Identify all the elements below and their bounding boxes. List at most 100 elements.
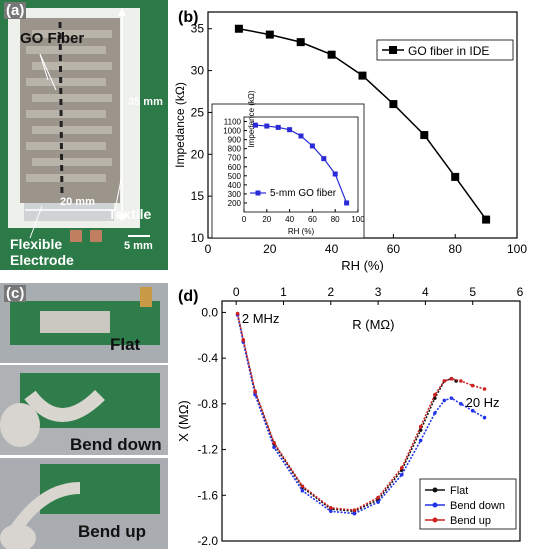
- b-data-point: [482, 215, 491, 224]
- d-data-point: [418, 424, 423, 429]
- inset-x-tick-label: 20: [262, 215, 271, 224]
- d-data-point: [442, 398, 447, 403]
- d-data-point: [482, 415, 487, 420]
- b-legend-marker: [389, 46, 397, 54]
- b-x-axis-label: RH (%): [341, 258, 384, 273]
- b-data-point: [265, 30, 274, 39]
- d-data-point: [449, 396, 454, 400]
- d-data-point: [433, 392, 437, 397]
- b-x-tick-label: 60: [387, 242, 401, 256]
- d-data-point: [418, 438, 423, 443]
- b-x-tick-label: 40: [325, 242, 339, 256]
- d-data-point: [459, 402, 463, 406]
- d-x-tick-label: 4: [422, 285, 429, 299]
- b-data-point: [358, 71, 367, 80]
- inset-y-tick-label: 500: [228, 172, 242, 181]
- d-data-point: [449, 376, 454, 381]
- b-x-tick-label: 100: [507, 242, 527, 256]
- d-y-tick-label: -1.6: [197, 488, 218, 502]
- d-data-point: [376, 495, 380, 500]
- d-data-point: [300, 484, 305, 488]
- b-y-tick-label: 30: [191, 64, 205, 78]
- b-y-axis-label: Impedance (kΩ): [173, 82, 187, 168]
- b-data-point: [451, 172, 460, 181]
- d-data-point: [253, 389, 257, 394]
- d-plot-frame: [221, 300, 521, 542]
- d-legend-label: Bend down: [450, 500, 505, 512]
- b-data-point: [296, 38, 305, 47]
- inset-data-point: [332, 171, 338, 177]
- d-data-point: [235, 311, 240, 316]
- d-data-point: [241, 338, 246, 342]
- bend-up-illustration: [0, 458, 168, 549]
- inset-legend-label: 5-mm GO fiber: [270, 188, 337, 199]
- d-data-point: [352, 508, 357, 512]
- inset-x-tick-label: 100: [351, 215, 365, 224]
- d-y-tick-label: -0.8: [197, 397, 218, 411]
- d-y-tick-label: -2.0: [197, 534, 218, 548]
- panel-c-photo-flat: (c) Flat: [0, 283, 168, 363]
- b-x-tick-label: 20: [263, 242, 277, 256]
- inset-data-point: [298, 133, 304, 139]
- d-x-tick-label: 6: [517, 285, 524, 299]
- bend-down-label: Bend down: [70, 435, 162, 454]
- inset-y-tick-label: 400: [228, 181, 242, 190]
- panel-c-photo-bend-down: Bend down: [0, 365, 168, 455]
- b-legend-label: GO fiber in IDE: [408, 44, 489, 58]
- d-data-point: [328, 509, 333, 514]
- bend-up-label: Bend up: [78, 522, 146, 541]
- d-data-point: [442, 379, 447, 383]
- inset-legend-marker: [255, 190, 261, 196]
- inset-data-point: [252, 122, 258, 128]
- d-data-point: [459, 379, 463, 383]
- b-y-tick-label: 25: [191, 105, 205, 119]
- d-data-point: [470, 383, 475, 388]
- inset-x-tick-label: 80: [331, 215, 340, 224]
- inset-data-point: [275, 124, 281, 130]
- b-y-tick-label: 35: [191, 22, 205, 36]
- d-y-tick-label: 0.0: [201, 305, 218, 319]
- d-x-tick-label: 3: [375, 285, 382, 299]
- panel-a-illustration: [0, 0, 168, 270]
- b-y-tick-label: 15: [191, 189, 205, 203]
- d-data-point: [470, 408, 475, 413]
- inset-x-tick-label: 0: [242, 215, 247, 224]
- annotation-20hz: 20 Hz: [466, 395, 500, 410]
- inset-y-tick-label: 800: [228, 145, 242, 154]
- panel-a-photo: (a) GO Fiber 35 mm 20 mm Textile Flexibl…: [0, 0, 168, 270]
- inset-x-axis-label: RH (%): [288, 227, 315, 236]
- d-series-line: [236, 314, 485, 515]
- inset-y-tick-label: 300: [228, 190, 242, 199]
- inset-y-tick-label: 600: [228, 163, 242, 172]
- inset-data-point: [309, 143, 315, 149]
- inset-y-tick-label: 200: [228, 199, 242, 208]
- d-legend-marker: [432, 517, 438, 523]
- b-data-point: [389, 100, 398, 109]
- d-y-tick-label: -0.4: [197, 351, 218, 365]
- inset-y-tick-label: 1000: [223, 127, 241, 136]
- d-data-point: [300, 488, 305, 493]
- panel-d-label: (d): [178, 288, 198, 305]
- inset-data-point: [287, 127, 293, 133]
- panel-c-photo-bend-up: Bend up: [0, 458, 168, 549]
- flat-illustration: [0, 283, 168, 363]
- inset-data-point: [264, 123, 270, 129]
- d-legend-label: Bend up: [450, 515, 491, 527]
- inset-y-tick-label: 1100: [224, 118, 242, 127]
- inset-plot-frame: [243, 116, 359, 213]
- b-y-tick-label: 20: [191, 147, 205, 161]
- d-x-tick-label: 1: [280, 285, 287, 299]
- d-series-line: [236, 313, 485, 511]
- d-data-point: [418, 428, 423, 432]
- b-legend-box: [376, 39, 514, 61]
- d-data-point: [399, 472, 404, 477]
- textile-label: Textile: [108, 206, 152, 222]
- go-fiber-label: GO Fiber: [20, 30, 85, 47]
- b-data-point: [234, 24, 243, 33]
- dim-35mm-label: 35 mm: [128, 96, 163, 108]
- panel-c-label: (c): [4, 285, 27, 302]
- d-data-point: [352, 511, 357, 516]
- b-y-tick-label: 10: [191, 231, 205, 245]
- bend-down-illustration: [0, 365, 168, 455]
- inset-x-tick-label: 60: [308, 215, 317, 224]
